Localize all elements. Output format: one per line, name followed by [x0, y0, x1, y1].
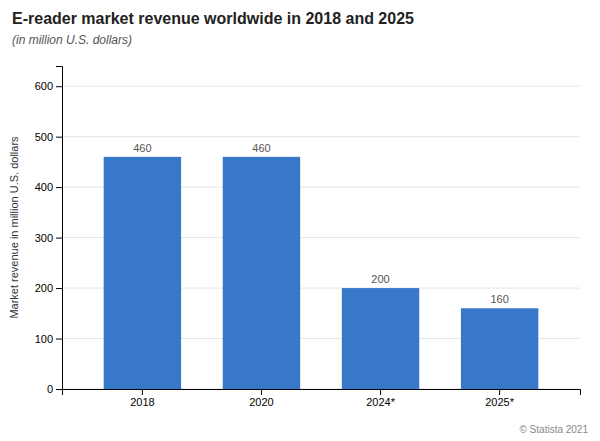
y-tick-label: 400	[35, 181, 53, 193]
y-tick: 100	[35, 333, 62, 345]
x-tick-label: 2018	[130, 396, 154, 408]
y-tick: 400	[35, 181, 62, 193]
bar	[342, 288, 419, 389]
y-tick-mark	[56, 339, 62, 340]
x-axis-line	[63, 390, 581, 396]
grid-line	[62, 136, 580, 137]
y-tick: 300	[35, 232, 62, 244]
y-tick: 600	[35, 80, 62, 92]
y-tick-mark	[56, 187, 62, 188]
x-tick: 2024*	[366, 389, 395, 408]
data-label: 460	[252, 142, 270, 154]
y-axis: 0 100 200 300 400 500 600	[35, 67, 63, 396]
x-tick: 2020	[249, 389, 273, 408]
y-tick: 500	[35, 131, 62, 143]
bar	[223, 157, 300, 389]
x-tick: 2018	[130, 389, 154, 408]
bars	[104, 157, 539, 389]
y-tick-label: 100	[35, 333, 53, 345]
x-tick-label: 2020	[249, 396, 273, 408]
y-tick-label: 300	[35, 232, 53, 244]
data-labels: 460 460 200 160	[133, 142, 509, 305]
grid-line	[62, 86, 580, 87]
y-tick-mark	[56, 86, 62, 87]
y-tick-label: 600	[35, 80, 53, 92]
x-tick-mark	[142, 389, 143, 395]
y-tick-label: 0	[47, 383, 53, 395]
y-tick-mark	[56, 137, 62, 138]
data-label: 200	[371, 273, 389, 285]
y-tick-mark	[56, 238, 62, 239]
grid	[62, 86, 580, 389]
x-tick-label: 2024*	[366, 396, 395, 408]
y-tick-label: 200	[35, 282, 53, 294]
x-tick: 2025*	[485, 389, 514, 408]
y-tick-mark	[56, 389, 62, 390]
subtitle: (in million U.S. dollars)	[12, 33, 132, 47]
chart: E-reader market revenue worldwide in 201…	[0, 0, 600, 441]
y-axis-line	[56, 67, 63, 390]
x-tick-mark	[380, 389, 381, 395]
annotation: © Statista 2021	[519, 424, 588, 435]
data-label: 160	[490, 293, 508, 305]
x-tick-mark	[261, 389, 262, 395]
y-tick: 200	[35, 282, 62, 294]
y-tick: 0	[47, 383, 62, 395]
plot: 460 460 200 160 2018 2020 2024* 2025* 0 100 200 300…	[8, 67, 581, 408]
y-tick-label: 500	[35, 131, 53, 143]
x-tick-mark	[499, 389, 500, 395]
y-axis-title: Market revenue in million U.S. dollars	[8, 136, 20, 319]
x-axis: 2018 2020 2024* 2025*	[63, 389, 581, 408]
bar	[104, 157, 181, 389]
title: E-reader market revenue worldwide in 201…	[12, 10, 414, 27]
data-label: 460	[133, 142, 151, 154]
y-tick-mark	[56, 288, 62, 289]
x-tick-label: 2025*	[485, 396, 514, 408]
bar	[461, 308, 538, 389]
